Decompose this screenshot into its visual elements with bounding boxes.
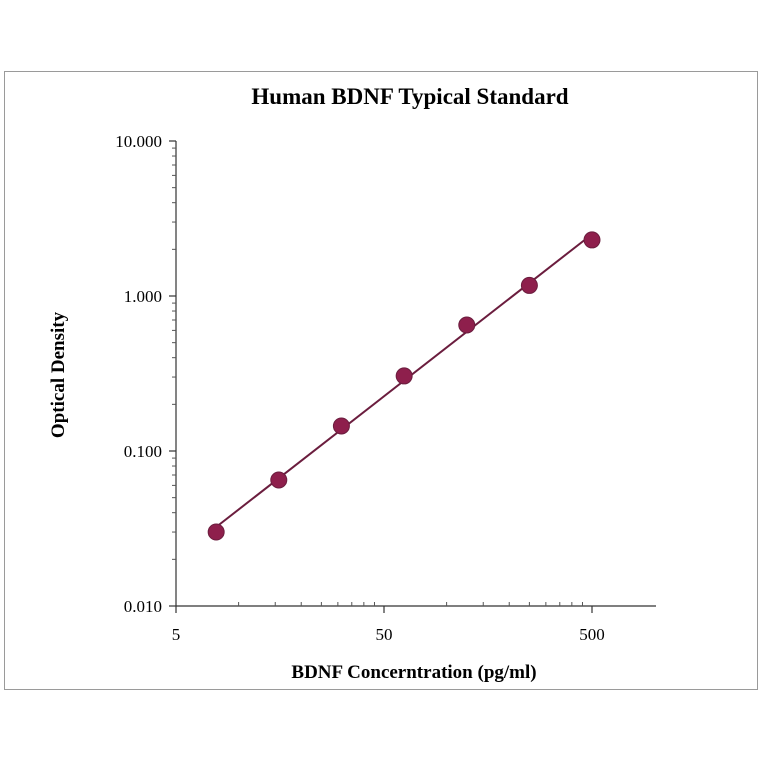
data-point [270, 471, 288, 489]
x-axis-label: BDNF Concerntration (pg/ml) [291, 662, 536, 683]
data-point [458, 316, 476, 334]
y-tick-label: 0.100 [124, 442, 162, 461]
y-axis-label: Optical Density [48, 311, 69, 438]
x-tick-label: 50 [376, 625, 393, 644]
data-point [207, 523, 225, 541]
y-ticks: 0.010 0.100 1.000 10.000 [115, 132, 176, 616]
data-point [395, 367, 413, 385]
chart-title: Human BDNF Typical Standard [251, 84, 568, 109]
data-point [332, 417, 350, 435]
data-point [583, 231, 601, 249]
y-tick-label: 0.010 [124, 597, 162, 616]
y-tick-label: 1.000 [124, 287, 162, 306]
axes [175, 141, 656, 607]
chart-frame [4, 71, 758, 690]
data-point [520, 276, 538, 294]
x-tick-label: 5 [172, 625, 181, 644]
x-tick-label: 500 [579, 625, 605, 644]
y-tick-label: 10.000 [115, 132, 162, 151]
data-points [207, 231, 601, 541]
x-ticks: 5 50 500 [172, 602, 605, 644]
